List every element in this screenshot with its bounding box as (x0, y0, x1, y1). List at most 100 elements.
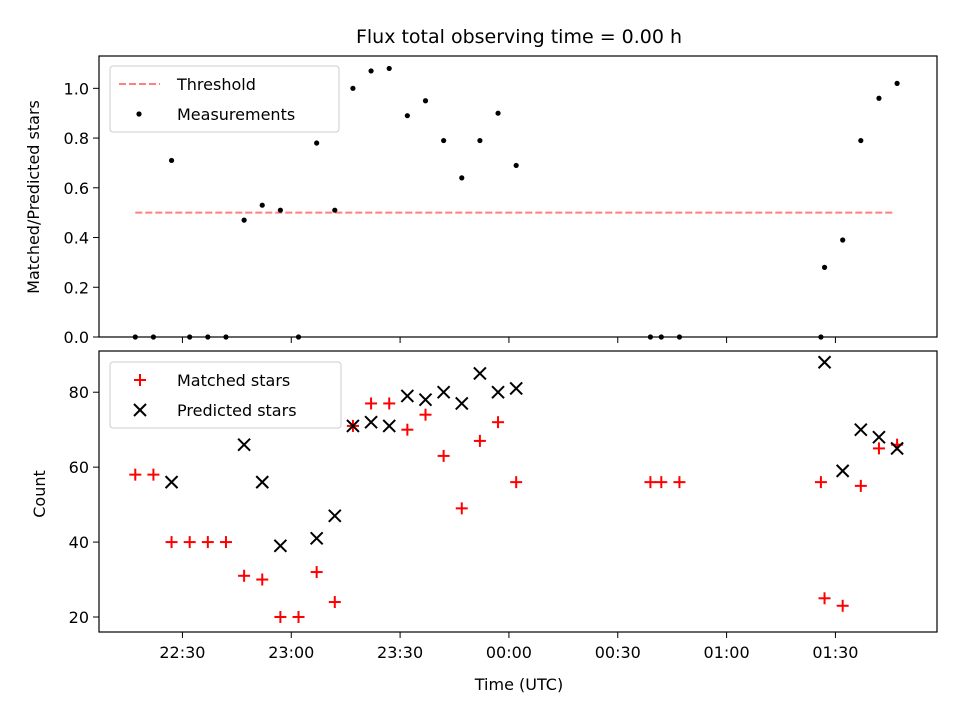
predicted-star-stroke-b (364, 415, 378, 429)
matched-star-point (401, 423, 414, 436)
matched-star-point (437, 449, 450, 462)
measurement-point (858, 137, 864, 144)
predicted-star-stroke-b (309, 531, 324, 546)
legend-matched-swatch (134, 374, 146, 386)
matched-star-point (455, 502, 468, 515)
top-y-tick-label: 1.0 (64, 79, 89, 98)
top-y-tick-label: 0.4 (64, 229, 89, 248)
legend-predicted-label: Predicted stars (177, 401, 297, 420)
legend-measurement-swatch (136, 111, 142, 117)
measurement-point (422, 98, 429, 104)
predicted-star-point (273, 539, 288, 553)
measurement-point (241, 217, 247, 223)
x-tick-label: 23:30 (377, 643, 423, 662)
bottom-y-tick-label: 40 (69, 533, 89, 552)
predicted-star-point (309, 531, 324, 546)
bottom-panel: 20 40 60 80 22:30 23:00 23:30 00:00 00:30 01:00 0… (30, 350, 938, 694)
measurement-point (259, 202, 265, 208)
predicted-star-point (854, 422, 868, 437)
top-y-tick-label: 0.8 (64, 129, 89, 148)
bottom-plot-area (98, 350, 938, 633)
top-y-tick-label: 0.2 (64, 278, 89, 297)
legend-measurements-label: Measurements (177, 105, 295, 124)
predicted-star-stroke-b (872, 430, 886, 444)
predicted-star-point (346, 419, 360, 433)
measurement-point (350, 85, 356, 91)
bottom-legend: Matched stars Predicted stars (109, 361, 342, 429)
top-y-tick-label: 0.6 (64, 179, 89, 198)
measurement-point (332, 207, 338, 213)
predicted-star-point (491, 385, 505, 399)
top-y-ticks: 0.0 0.2 0.4 0.6 0.8 1.0 (64, 79, 99, 347)
measurement-point (314, 140, 320, 146)
matched-star-point (274, 611, 287, 624)
bottom-y-tick-label: 80 (69, 383, 89, 402)
matched-star-point (165, 536, 178, 549)
predicted-star-stroke-b (854, 422, 868, 437)
predicted-star-point (455, 396, 469, 411)
predicted-star-stroke-b (473, 366, 487, 381)
matched-star-point (328, 596, 341, 609)
matched-star-point (836, 599, 849, 612)
matched-star-point (292, 611, 305, 624)
predicted-star-stroke-b (835, 464, 850, 478)
measurement-point (295, 334, 302, 340)
matched-star-point (256, 573, 269, 586)
predicted-star-stroke-b (436, 385, 451, 399)
matched-star-point (655, 476, 668, 489)
predicted-star-point (418, 392, 433, 407)
legend-predicted-swatch (133, 403, 147, 417)
predicted-star-stroke-b (346, 419, 360, 433)
predicted-star-stroke-b (255, 475, 269, 489)
bottom-y-axis-label: Count (30, 470, 49, 518)
top-y-tick-label: 0.0 (64, 328, 89, 347)
measurement-point (150, 334, 157, 340)
predicted-star-point (328, 509, 342, 523)
predicted-star-stroke-b (273, 539, 288, 553)
predicted-star-points (164, 355, 904, 553)
matched-star-point (201, 536, 214, 549)
matched-star-point (310, 566, 323, 579)
measurement-point (368, 68, 374, 74)
predicted-star-point (872, 430, 886, 444)
measurement-point (277, 207, 283, 213)
x-axis-label: Time (UTC) (474, 675, 563, 694)
predicted-star-point (890, 441, 904, 456)
bottom-y-ticks: 20 40 60 80 (69, 383, 99, 627)
measurement-point (132, 334, 138, 340)
x-tick-label: 01:30 (812, 643, 858, 662)
predicted-star-point (400, 389, 415, 403)
predicted-star-point (237, 437, 251, 452)
matched-star-point (814, 476, 827, 489)
measurement-point (205, 334, 211, 340)
measurement-point (647, 334, 654, 340)
matched-star-point (854, 479, 867, 492)
bottom-legend-box (109, 361, 342, 429)
measurement-point (658, 334, 664, 340)
predicted-star-stroke-b (817, 355, 832, 369)
predicted-star-point (817, 355, 832, 369)
x-tick-label: 22:30 (159, 643, 205, 662)
matched-star-point (492, 416, 505, 429)
matched-star-point (147, 468, 160, 481)
predicted-star-point (255, 475, 269, 489)
predicted-star-stroke-b (382, 419, 396, 433)
matched-star-point (419, 408, 432, 421)
top-y-axis-label: Matched/Predicted stars (24, 100, 43, 294)
measurement-point (894, 80, 900, 86)
top-legend-box (109, 65, 340, 133)
measurement-point (821, 264, 828, 270)
measurement-point (876, 95, 882, 101)
predicted-star-stroke-b (237, 437, 251, 452)
predicted-star-point (436, 385, 451, 399)
measurement-point (223, 334, 229, 340)
top-panel: 0.0 0.2 0.4 0.6 0.8 1.0 Matched/Predicted sta… (24, 55, 938, 347)
bottom-y-tick-label: 60 (69, 458, 89, 477)
x-tick-label: 00:30 (595, 643, 641, 662)
predicted-star-point (473, 366, 487, 381)
legend-matched-label: Matched stars (177, 371, 290, 390)
measurement-point (168, 157, 175, 164)
measurement-point (818, 334, 824, 340)
top-x-ticks (181, 337, 836, 343)
predicted-star-stroke-b (328, 509, 342, 523)
